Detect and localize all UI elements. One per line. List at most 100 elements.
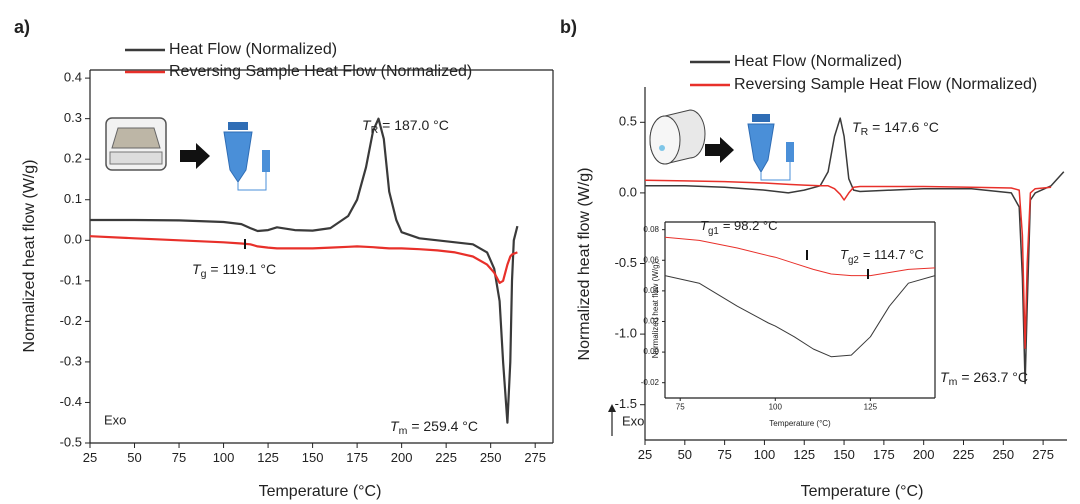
annotation-symbol: T xyxy=(940,369,950,385)
y-axis-title: Normalized heat flow (W/g) xyxy=(21,160,38,353)
y-tick-label: 0.0 xyxy=(64,232,82,247)
series-line xyxy=(645,117,1065,385)
x-tick-label: 250 xyxy=(480,450,502,465)
series-line xyxy=(644,179,1052,349)
annotation-subscript: g1 xyxy=(708,226,719,237)
y-tick-label: 0.2 xyxy=(64,151,82,166)
series-line xyxy=(90,117,519,424)
annotation-text: = 187.0 °C xyxy=(382,117,449,133)
y-tick-label: -0.4 xyxy=(60,394,82,409)
annotation-subscript: g xyxy=(201,268,207,280)
legend-label: Heat Flow (Normalized) xyxy=(169,41,337,58)
y-tick-label: 0.4 xyxy=(64,70,82,85)
inset-background xyxy=(665,222,935,398)
y-tick-label: -0.02 xyxy=(641,378,660,387)
x-tick-label: 150 xyxy=(833,447,855,462)
annotation-symbol: T xyxy=(390,418,400,434)
annotation: Tg2 = 114.7 °C xyxy=(840,247,924,265)
x-tick-label: 225 xyxy=(435,450,457,465)
y-tick-label: 0.00 xyxy=(643,347,659,356)
exo-arrowhead xyxy=(608,404,616,412)
annotation-subscript: R xyxy=(861,126,869,138)
series-line xyxy=(664,236,936,277)
x-tick-label: 125 xyxy=(257,450,279,465)
annotation-text: = 114.7 °C xyxy=(863,247,924,262)
x-tick-label: 25 xyxy=(83,450,97,465)
x-tick-label: 25 xyxy=(638,447,652,462)
y-tick-label: 0.04 xyxy=(643,286,659,295)
annotation-subscript: g2 xyxy=(848,255,859,266)
annotation-symbol: T xyxy=(192,261,202,277)
x-tick-label: 200 xyxy=(391,450,413,465)
annotation-symbol: T xyxy=(840,247,849,262)
chart-panel: 25 50 75 100 125 150 175 200 225 250 275 0.4 0.3 0.2 0… xyxy=(14,17,554,500)
x-tick-label: 125 xyxy=(793,447,815,462)
legend-label: Heat Flow (Normalized) xyxy=(734,53,902,70)
annotation-symbol: T xyxy=(362,117,372,133)
annotation: Tg1 = 98.2 °C xyxy=(700,218,778,236)
x-axis-title: Temperature (°C) xyxy=(259,483,382,500)
annotation-subscript: m xyxy=(949,376,958,388)
x-tick-label: 75 xyxy=(172,450,186,465)
y-tick-label: -1.0 xyxy=(615,326,637,341)
x-tick-label: 250 xyxy=(992,447,1014,462)
x-tick-label: 275 xyxy=(1032,447,1054,462)
sample-icon xyxy=(105,117,270,191)
series-line xyxy=(664,275,936,358)
panel-label: a) xyxy=(14,17,30,37)
x-tick-label: 75 xyxy=(717,447,731,462)
annotation: TR = 187.0 °C xyxy=(362,117,449,136)
annotation-text: = 98.2 °C xyxy=(723,218,778,233)
y-tick-label: 0.06 xyxy=(643,255,659,264)
y-axis-title: Normalized heat flow (W/g) xyxy=(651,261,660,358)
x-tick-label: 75 xyxy=(676,403,685,412)
annotation: TR = 147.6 °C xyxy=(852,119,939,138)
y-tick-label: 0.08 xyxy=(643,225,659,234)
annotation: Tg = 119.1 °C xyxy=(192,261,276,280)
annotation: Tm = 259.4 °C xyxy=(390,418,478,437)
y-tick-label: -1.5 xyxy=(615,396,637,411)
exo-label: Exo xyxy=(622,413,644,428)
y-tick-label: -0.5 xyxy=(615,255,637,270)
annotation-subscript: R xyxy=(371,124,379,136)
x-tick-label: 125 xyxy=(864,403,878,412)
y-tick-label: 0.3 xyxy=(64,110,82,125)
x-tick-label: 50 xyxy=(678,447,692,462)
legend-label: Reversing Sample Heat Flow (Normalized) xyxy=(169,63,472,80)
x-tick-label: 100 xyxy=(769,403,783,412)
annotation: Tm = 263.7 °C xyxy=(940,369,1028,388)
annotation-symbol: T xyxy=(852,119,862,135)
x-axis-title: Temperature (°C) xyxy=(801,483,924,500)
annotation-text: = 147.6 °C xyxy=(872,119,939,135)
annotation-text: = 263.7 °C xyxy=(961,369,1028,385)
x-tick-label: 175 xyxy=(873,447,895,462)
legend-label: Reversing Sample Heat Flow (Normalized) xyxy=(734,76,1037,93)
x-axis-title: Temperature (°C) xyxy=(769,419,831,428)
annotation-symbol: T xyxy=(700,218,709,233)
x-tick-label: 100 xyxy=(213,450,235,465)
x-tick-label: 150 xyxy=(302,450,324,465)
y-tick-label: 0.0 xyxy=(619,184,637,199)
panel-label: b) xyxy=(560,17,577,37)
x-tick-label: 175 xyxy=(346,450,368,465)
annotation-text: = 259.4 °C xyxy=(411,418,478,434)
x-tick-label: 200 xyxy=(913,447,935,462)
exo-label: Exo xyxy=(104,412,126,427)
y-tick-label: 0.5 xyxy=(619,114,637,129)
x-tick-label: 50 xyxy=(127,450,141,465)
sample-icon xyxy=(649,109,794,181)
series-line xyxy=(89,235,518,284)
annotation-subscript: m xyxy=(399,425,408,437)
y-tick-label: 0.02 xyxy=(643,317,659,326)
y-tick-label: -0.3 xyxy=(60,353,82,368)
chart-panel: 75 100 125 0.08 0.06 0.04 0.02 0.00 -0.02 Tempera… xyxy=(641,218,936,428)
x-tick-label: 225 xyxy=(953,447,975,462)
y-tick-label: -0.1 xyxy=(60,272,82,287)
y-tick-label: 0.1 xyxy=(64,191,82,206)
y-tick-label: -0.5 xyxy=(60,434,82,449)
x-tick-label: 100 xyxy=(754,447,776,462)
chart-panel: 25 50 75 100 125 150 175 200 225 250 275 0.5 0.0 -0.5… xyxy=(560,17,1067,500)
annotation-text: = 119.1 °C xyxy=(210,261,276,277)
y-axis-title: Normalized heat flow (W/g) xyxy=(576,168,593,361)
